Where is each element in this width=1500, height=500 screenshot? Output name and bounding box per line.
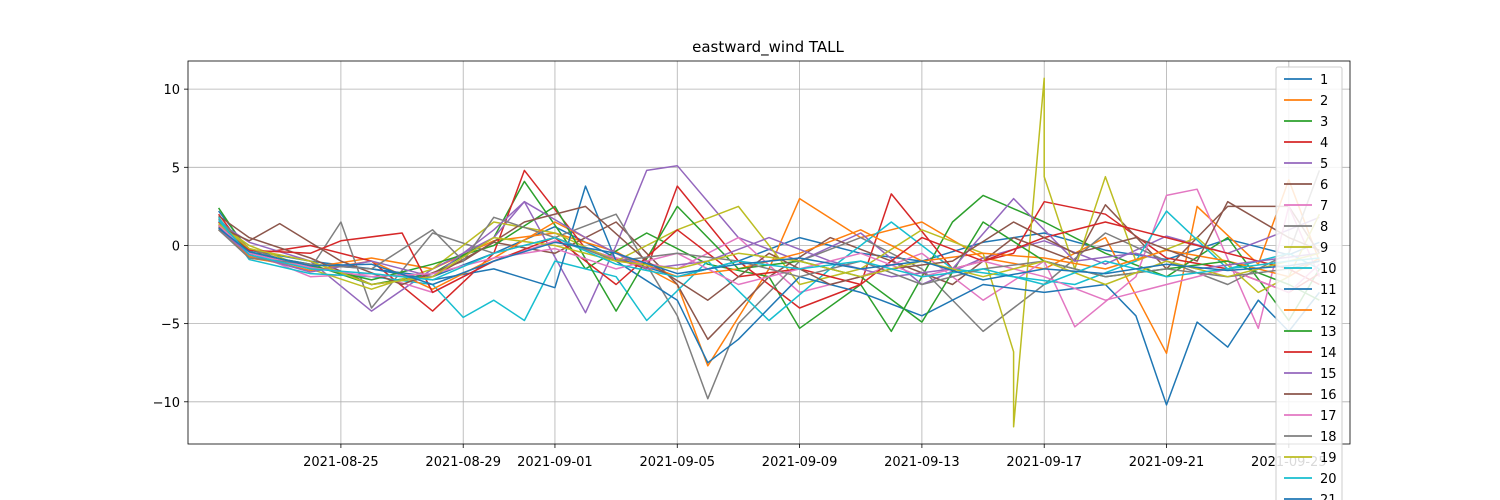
legend-label: 6	[1320, 178, 1328, 193]
chart-title: eastward_wind TALL	[692, 38, 844, 57]
axes-frame	[187, 60, 1351, 445]
legend-label: 2	[1320, 94, 1328, 109]
x-tick-label: 2021-09-01	[517, 455, 593, 470]
y-tick-label: −10	[153, 396, 180, 411]
legend-label: 15	[1320, 367, 1337, 382]
legend-label: 9	[1320, 241, 1328, 256]
series-line-16	[218, 200, 1320, 301]
legend-label: 18	[1320, 430, 1337, 445]
legend-label: 7	[1320, 199, 1328, 214]
y-tick-label: 5	[172, 161, 180, 176]
legend-label: 20	[1320, 472, 1337, 487]
series-line-5	[218, 164, 1320, 314]
x-tick-label: 2021-09-17	[1006, 455, 1082, 470]
series-line-20	[218, 220, 1320, 286]
y-tick-label: 10	[163, 83, 180, 98]
plot-area: 2021-08-25 2021-08-29 2021-09-01 2021-09-05…	[153, 60, 1351, 470]
x-tick-label: 2021-09-09	[762, 455, 838, 470]
legend-label: 17	[1320, 409, 1337, 424]
x-tick-label: 2021-09-13	[884, 455, 960, 470]
legend-label: 4	[1320, 136, 1328, 151]
legend-label: 8	[1320, 220, 1328, 235]
legend-label: 12	[1320, 304, 1337, 319]
series-line-19	[218, 223, 1320, 286]
legend-label: 21	[1320, 493, 1337, 500]
legend: 123456789101112131415161718192021	[1275, 66, 1343, 500]
x-tick-label: 2021-08-29	[425, 455, 501, 470]
legend-label: 5	[1320, 157, 1328, 172]
x-tick-label: 2021-08-25	[303, 455, 379, 470]
y-tick-label: −5	[161, 318, 180, 333]
series-line-21	[218, 227, 1320, 286]
legend-label: 3	[1320, 115, 1328, 130]
x-tick-label: 2021-09-21	[1129, 455, 1205, 470]
legend-label: 13	[1320, 325, 1337, 340]
series-line-17	[218, 224, 1320, 301]
legend-label: 10	[1320, 262, 1337, 277]
legend-box	[1275, 66, 1343, 500]
legend-label: 11	[1320, 283, 1337, 298]
x-tick-label: 2021-09-05	[639, 455, 715, 470]
legend-label: 19	[1320, 451, 1337, 466]
series-line-15	[218, 197, 1320, 278]
series-lines	[217, 77, 1321, 428]
legend-label: 16	[1320, 388, 1337, 403]
y-tick-label: 0	[172, 239, 180, 254]
legend-label: 14	[1320, 346, 1337, 361]
legend-label: 1	[1320, 73, 1328, 88]
